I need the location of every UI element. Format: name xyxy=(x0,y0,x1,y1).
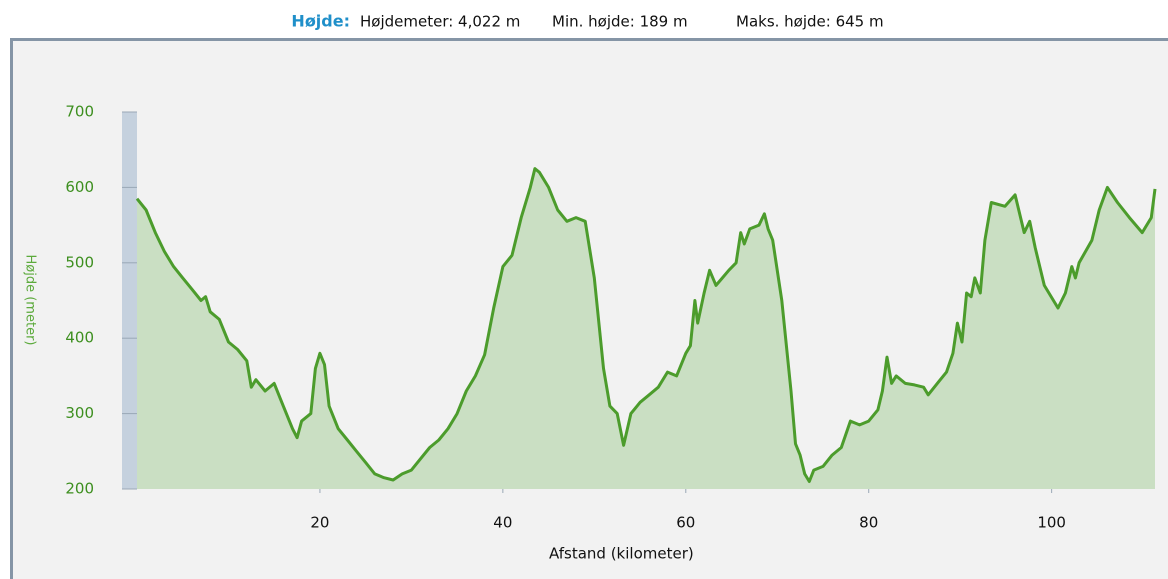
y-tick-label: 400 xyxy=(65,329,94,347)
header-stat: Højdemeter: 4,022 m xyxy=(360,13,520,31)
y-tick-label: 500 xyxy=(65,253,94,271)
header-stat: Maks. højde: 645 m xyxy=(736,13,884,31)
elevation-area xyxy=(137,168,1155,489)
x-tick-label: 100 xyxy=(1037,514,1066,532)
y-tick-label: 200 xyxy=(65,480,94,498)
x-tick-label: 20 xyxy=(310,514,329,532)
y-tick-label: 300 xyxy=(65,404,94,422)
x-axis-label: Afstand (kilometer) xyxy=(549,545,694,563)
header-stat: Min. højde: 189 m xyxy=(552,13,688,31)
header-label: Højde: xyxy=(291,12,350,31)
x-tick-label: 40 xyxy=(493,514,512,532)
axis-band xyxy=(122,112,137,489)
y-tick-label: 700 xyxy=(65,103,94,121)
y-axis-label: Højde (meter) xyxy=(23,255,38,346)
y-tick-label: 600 xyxy=(65,178,94,196)
x-tick-label: 80 xyxy=(859,514,878,532)
elevation-line xyxy=(135,167,1157,483)
x-tick-label: 60 xyxy=(676,514,695,532)
